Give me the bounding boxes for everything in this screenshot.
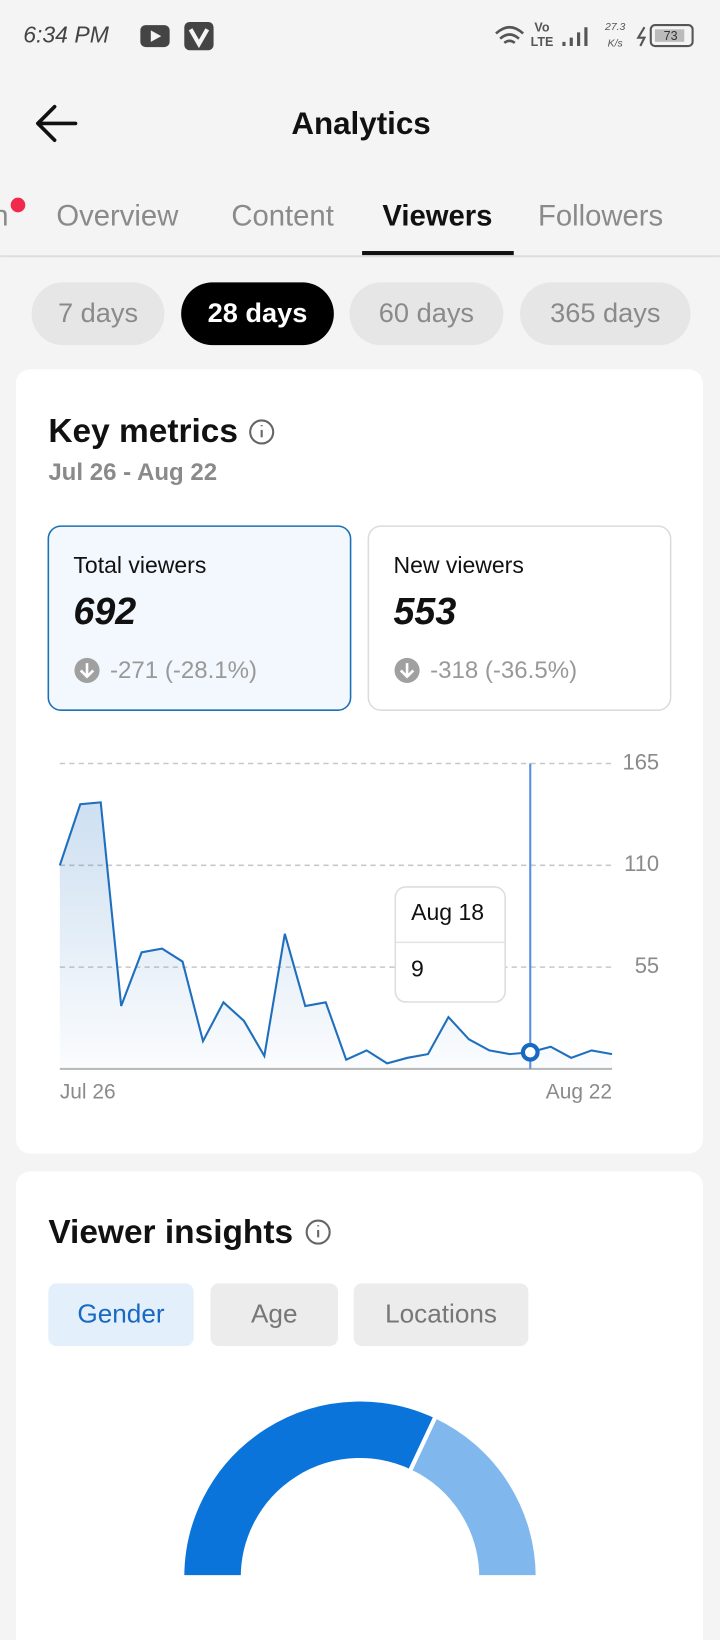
info-icon[interactable]: [249, 419, 275, 445]
line: [58, 801, 613, 1065]
notification-dot: [10, 197, 26, 213]
metric-card[interactable]: [367, 525, 672, 711]
x-tick-label: Aug 22: [546, 1081, 612, 1104]
range-label: 365 days: [550, 297, 660, 328]
metric-value: 553: [393, 590, 456, 632]
page-title: Analytics: [291, 106, 430, 141]
insight-tab-label: Gender: [77, 1299, 164, 1329]
tab-bar: n Overview Content Viewers Followers: [0, 197, 663, 256]
line-chart: 55 110 165 Jul 26 Aug 22 Aug 18 9: [58, 749, 659, 1104]
tooltip-label: Aug 18: [411, 899, 484, 925]
range-label: 60 days: [379, 297, 474, 328]
signal-icon: [562, 27, 588, 47]
metric-card[interactable]: [47, 525, 352, 711]
metric-value: 692: [73, 590, 136, 632]
insight-tab[interactable]: [353, 1283, 529, 1347]
insight-tab-label: Locations: [385, 1299, 497, 1329]
trend-icon-arrow: [79, 663, 95, 679]
app-icon-v: [188, 28, 210, 49]
network-type: LTE: [531, 35, 554, 49]
section-title: Key metrics: [48, 413, 238, 450]
range-label: 28 days: [208, 297, 308, 328]
trend-icon-arrow: [399, 663, 415, 679]
insight-tab[interactable]: [210, 1283, 339, 1347]
metric-change: -271 (-28.1%): [110, 657, 257, 684]
x-tick-label: Jul 26: [60, 1081, 116, 1104]
range-pill[interactable]: [520, 282, 691, 346]
highlight-point: [520, 1042, 540, 1062]
y-tick-label: 110: [624, 851, 659, 876]
tab[interactable]: Viewers: [382, 199, 492, 232]
battery-icon: [649, 24, 694, 48]
battery-percent: 73: [664, 29, 678, 43]
metric-label: Total viewers: [73, 552, 206, 578]
donut-segment: [407, 1413, 540, 1580]
y-tick-label: 165: [622, 749, 659, 774]
tab[interactable]: n: [0, 199, 9, 232]
range-selector: 7 days 28 days 60 days 365 days: [31, 282, 691, 346]
battery-level: [654, 29, 685, 42]
status-time: 6:34 PM: [23, 22, 109, 48]
back-button[interactable]: [36, 104, 78, 142]
charging-icon: [636, 26, 647, 47]
insight-tabs: Gender Age Locations: [48, 1283, 529, 1347]
youtube-icon-play: [150, 30, 162, 42]
wifi-icon: [495, 25, 525, 44]
y-tick-label: 55: [635, 953, 659, 978]
range-pill[interactable]: [31, 282, 165, 346]
network-type: Vo: [534, 21, 549, 35]
donut-segment: [180, 1397, 439, 1580]
range-label: 7 days: [58, 297, 138, 328]
metric-label: New viewers: [393, 552, 523, 578]
tab-indicator: [362, 251, 514, 256]
tab[interactable]: Followers: [538, 199, 663, 232]
gender-chart: [180, 1397, 540, 1580]
net-speed: K/s: [608, 39, 623, 50]
date-range: Jul 26 - Aug 22: [48, 459, 217, 486]
section-title: Viewer insights: [48, 1214, 293, 1251]
range-pill[interactable]: [181, 282, 334, 346]
area: [59, 802, 613, 1069]
tab[interactable]: Content: [231, 199, 334, 232]
metric-change: -318 (-36.5%): [430, 657, 577, 684]
range-pill[interactable]: [349, 282, 504, 346]
metric-cards: Total viewers 692 -271 (-28.1%) New viewers…: [47, 525, 672, 711]
tooltip-value: 9: [411, 956, 424, 982]
info-icon[interactable]: [305, 1219, 331, 1245]
insight-tab-label: Age: [251, 1299, 297, 1329]
tooltip: [394, 886, 506, 1003]
net-speed: 27.3: [604, 22, 626, 33]
insight-tab[interactable]: [48, 1283, 194, 1347]
tab[interactable]: Overview: [56, 199, 179, 232]
